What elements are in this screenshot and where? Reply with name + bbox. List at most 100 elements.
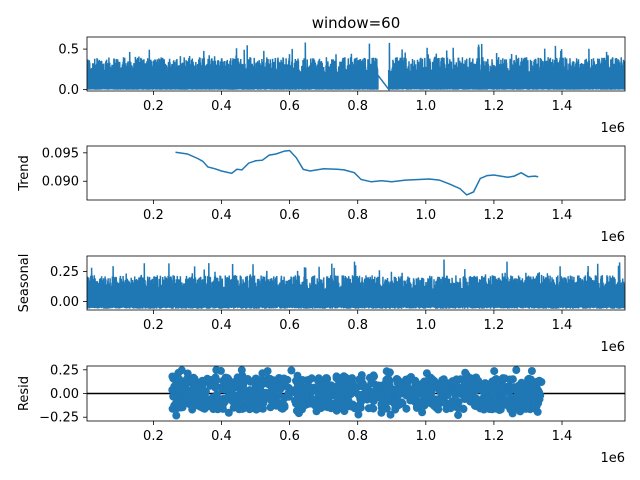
series-seasonal	[87, 259, 625, 309]
y-axis-label: Trend	[17, 155, 32, 192]
resid-point	[174, 368, 183, 377]
x-offset-label: 1e6	[600, 340, 625, 355]
resid-point	[533, 394, 542, 403]
resid-point	[437, 388, 445, 397]
resid-point	[415, 400, 424, 409]
resid-point	[374, 388, 383, 397]
resid-point	[352, 383, 361, 392]
resid-point	[262, 388, 270, 397]
x-tick-label: 0.2	[143, 318, 164, 333]
resid-point	[246, 403, 254, 412]
x-tick-label: 1.0	[415, 208, 436, 223]
x-tick-label: 0.2	[143, 208, 164, 223]
resid-point	[402, 404, 411, 413]
y-axis-label: Resid	[17, 376, 32, 411]
panel-observed: 0.2 0.4 0.6 0.8 1.0 1.2 1.4 1e6 0.0 0.5	[58, 36, 626, 136]
y-tick-label: 0.00	[50, 387, 79, 402]
resid-point	[317, 400, 326, 409]
resid-point	[258, 369, 267, 378]
resid-point	[490, 367, 499, 376]
x-tick-label: 0.8	[347, 99, 368, 114]
resid-point	[495, 406, 504, 414]
resid-point	[298, 399, 307, 407]
resid-point	[500, 374, 509, 383]
axes-frame	[86, 36, 626, 92]
x-tick-label: 1.2	[484, 208, 505, 223]
resid-point	[169, 392, 178, 401]
x-tick-label: 1.4	[552, 99, 573, 114]
x-tick-label: 0.6	[279, 99, 300, 114]
resid-point	[224, 408, 233, 417]
resid-point	[377, 408, 386, 417]
x-tick-label: 1.2	[484, 99, 505, 114]
resid-point	[512, 392, 521, 401]
panel-resid: 0.2 0.4 0.6 0.8 1.0 1.2 1.4 1e6 −0.25 0.00 0.25 Res…	[17, 363, 626, 466]
seasonal-line	[87, 259, 625, 309]
x-tick-label: 1.0	[415, 429, 436, 444]
resid-point	[390, 399, 399, 408]
resid-point	[398, 383, 407, 392]
resid-point	[407, 373, 415, 381]
resid-point	[343, 402, 352, 411]
resid-point	[357, 397, 365, 406]
resid-point	[246, 377, 255, 386]
resid-point	[311, 401, 320, 410]
resid-point	[251, 399, 260, 407]
axes-frame	[86, 145, 626, 201]
resid-point	[367, 403, 376, 412]
x-tick-label: 0.8	[347, 318, 368, 333]
resid-point	[304, 382, 313, 390]
resid-point	[172, 411, 181, 420]
resid-point	[292, 376, 300, 385]
resid-point	[454, 404, 463, 413]
resid-point	[342, 373, 350, 382]
resid-point	[406, 396, 415, 405]
resid-point	[209, 405, 218, 414]
resid-point	[526, 375, 535, 384]
resid-point	[527, 367, 536, 375]
resid-point	[447, 399, 456, 408]
resid-point	[496, 398, 505, 407]
x-tick-label: 1.4	[552, 318, 573, 333]
trend-line	[175, 149, 539, 196]
resid-point	[277, 404, 286, 412]
resid-point	[257, 381, 266, 389]
resid-point	[287, 366, 296, 375]
observed-line	[87, 42, 625, 91]
resid-point	[280, 374, 288, 383]
x-tick-label: 0.4	[211, 99, 232, 114]
resid-point	[354, 404, 363, 413]
resid-point	[211, 383, 220, 392]
resid-point	[331, 405, 340, 413]
resid-point	[368, 394, 377, 403]
resid-point	[354, 410, 363, 419]
resid-point	[452, 387, 461, 396]
x-tick-label: 0.4	[211, 429, 232, 444]
resid-point	[431, 401, 440, 410]
resid-point	[394, 390, 403, 399]
x-tick-label: 0.8	[347, 429, 368, 444]
resid-point	[470, 378, 479, 387]
x-tick-label: 0.4	[211, 318, 232, 333]
resid-point	[454, 411, 463, 420]
x-tick-label: 0.2	[143, 99, 164, 114]
x-offset-label: 1e6	[600, 451, 625, 466]
x-tick-label: 0.6	[279, 208, 300, 223]
resid-point	[335, 376, 344, 385]
resid-point	[412, 391, 421, 400]
panel-seasonal: 0.2 0.4 0.6 0.8 1.0 1.2 1.4 1e6 0.00 0.25 Seasonal	[17, 254, 626, 355]
y-axis-label: Seasonal	[17, 254, 32, 313]
resid-point	[309, 387, 317, 396]
x-offset-label: 1e6	[600, 121, 625, 136]
resid-point	[393, 378, 402, 387]
resid-point	[228, 397, 237, 406]
resid-point	[466, 386, 475, 395]
resid-point	[440, 398, 449, 407]
resid-point	[346, 379, 355, 388]
resid-point	[188, 405, 197, 414]
y-tick-label: 0.0	[58, 83, 79, 98]
y-tick-label: 0.00	[50, 295, 79, 310]
resid-point	[264, 374, 273, 383]
resid-point	[222, 380, 231, 389]
